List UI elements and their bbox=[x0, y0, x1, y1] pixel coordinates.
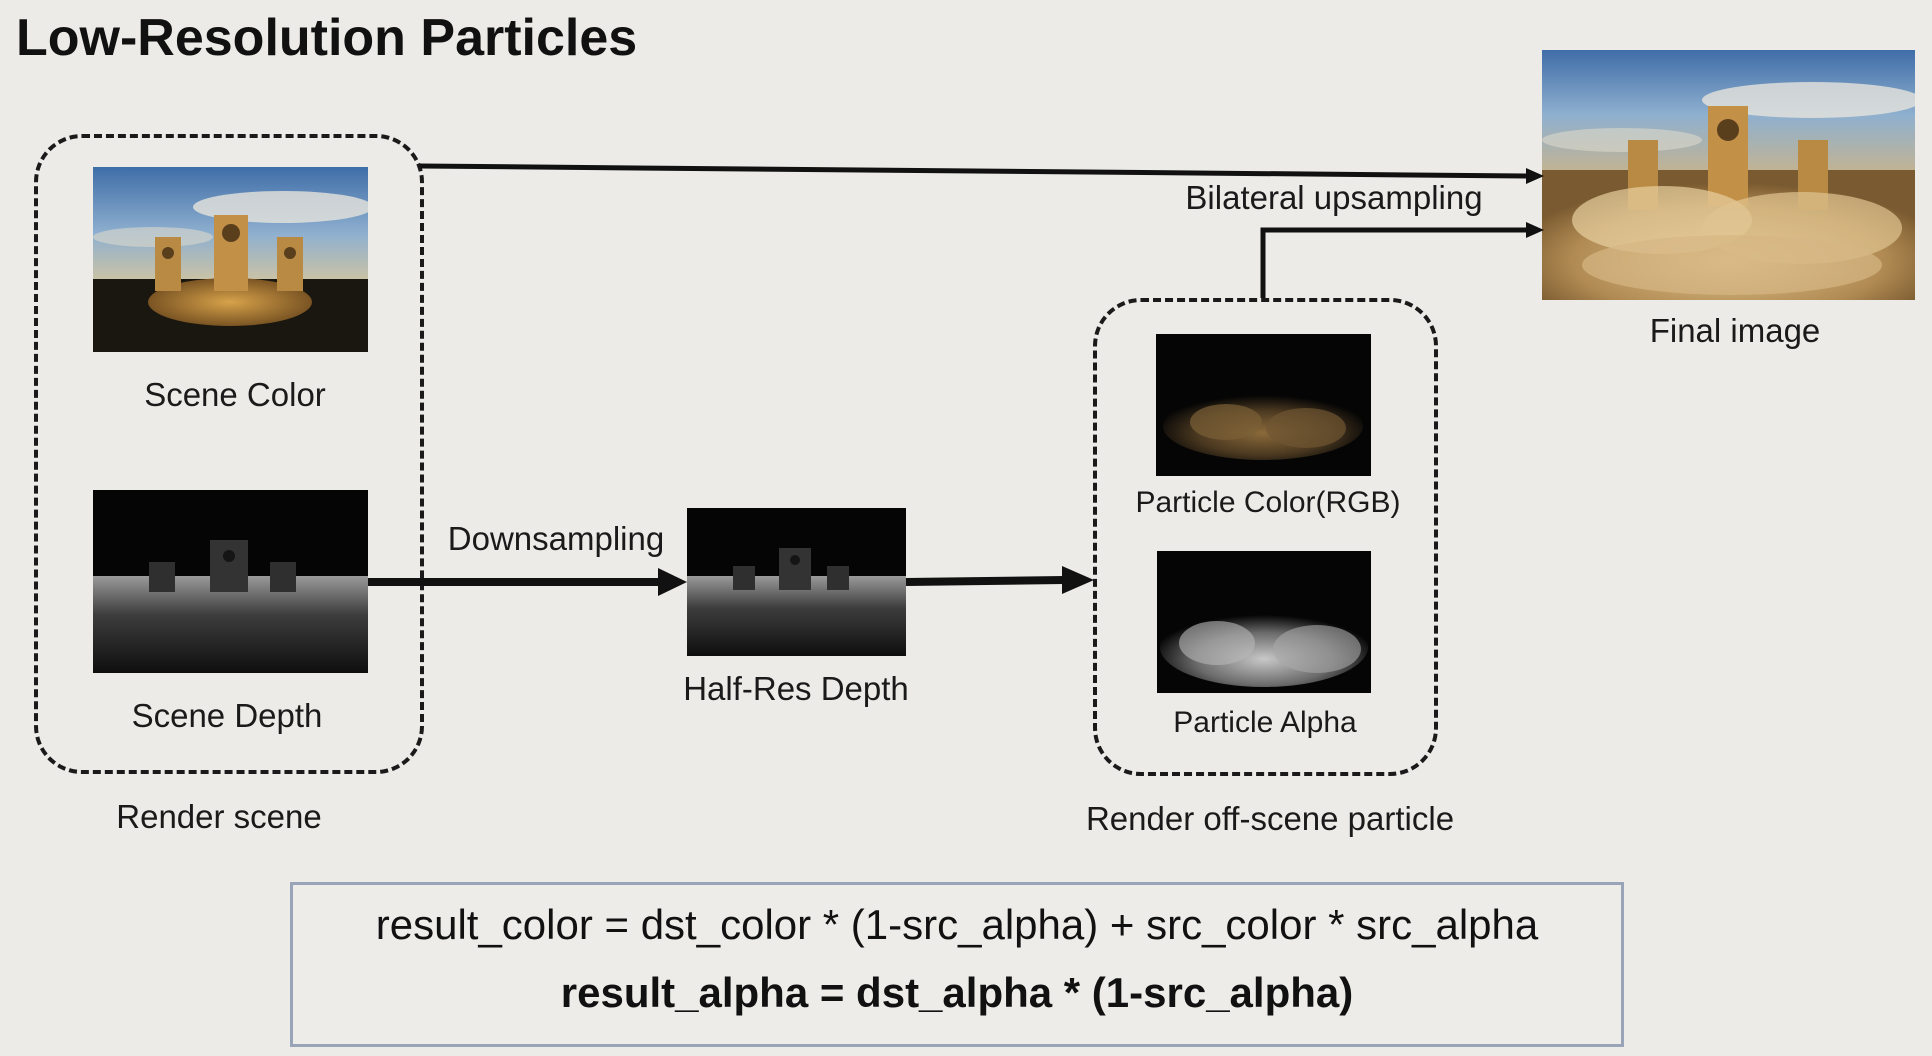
particle-color-image bbox=[1156, 334, 1371, 476]
formula-alpha: result_alpha = dst_alpha * (1-src_alpha) bbox=[560, 969, 1354, 1016]
half-res-depth-image bbox=[687, 508, 906, 656]
particle-color-label: Particle Color(RGB) bbox=[1135, 486, 1401, 519]
formula-color: result_color = dst_color * (1-src_alpha)… bbox=[375, 901, 1539, 948]
scene-depth-label: Scene Depth bbox=[131, 697, 323, 734]
half-res-depth-label: Half-Res Depth bbox=[683, 670, 909, 707]
particle-alpha-label: Particle Alpha bbox=[1173, 706, 1357, 739]
bilateral-upsampling-label: Bilateral upsampling bbox=[1185, 179, 1483, 216]
final-image-label: Final image bbox=[1649, 312, 1821, 349]
slide-title: Low-Resolution Particles bbox=[16, 9, 638, 67]
arrow-particle-to-final bbox=[1260, 222, 1544, 298]
particle-alpha-image bbox=[1157, 551, 1371, 693]
downsampling-label: Downsampling bbox=[447, 520, 665, 557]
render-particle-label: Render off-scene particle bbox=[1085, 800, 1455, 837]
arrow-halfres-to-particle bbox=[905, 566, 1094, 594]
formula-box: result_color = dst_color * (1-src_alpha)… bbox=[290, 882, 1624, 1047]
render-particle-group bbox=[1093, 298, 1438, 776]
scene-depth-image bbox=[93, 490, 368, 673]
final-image bbox=[1542, 50, 1915, 300]
scene-color-label: Scene Color bbox=[144, 376, 326, 413]
render-scene-label: Render scene bbox=[116, 798, 322, 835]
scene-color-image bbox=[93, 167, 368, 352]
render-scene-group bbox=[34, 134, 424, 774]
